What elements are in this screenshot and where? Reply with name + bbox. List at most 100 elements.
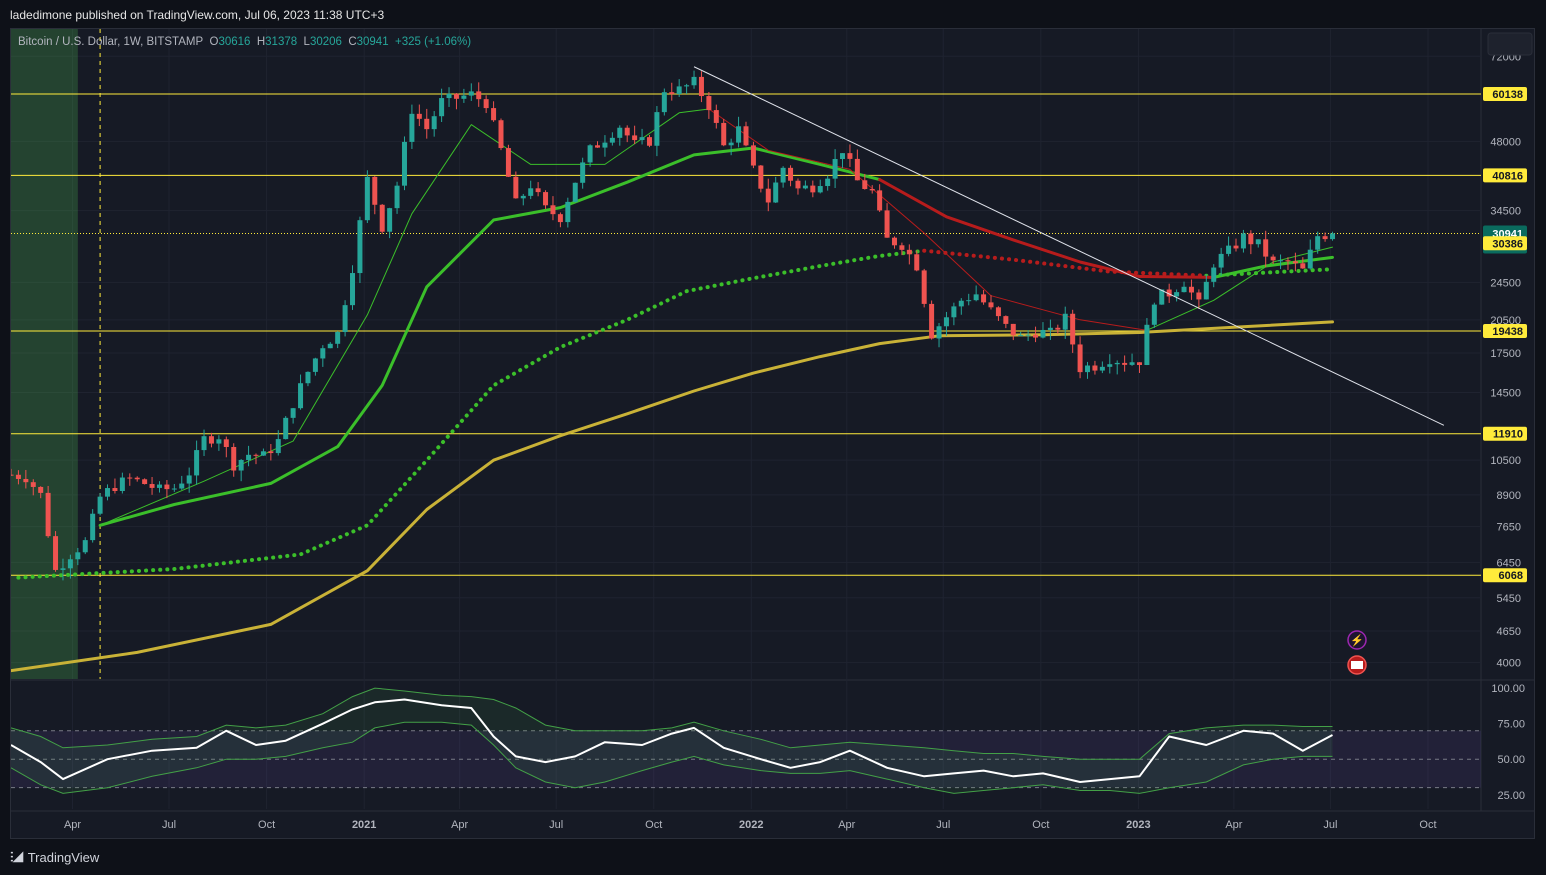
candle-up	[60, 568, 66, 570]
price-axis-label: 14500	[1490, 387, 1521, 399]
candle-up	[528, 188, 534, 196]
candle-up	[1307, 249, 1313, 269]
candle-down	[550, 205, 556, 215]
candle-up	[1255, 239, 1261, 245]
candle-down	[112, 488, 118, 492]
candle-up	[82, 540, 88, 553]
candle-up	[1085, 365, 1091, 373]
rsi-axis-label: 75.00	[1497, 719, 1525, 731]
price-axis-label: 6450	[1497, 557, 1521, 569]
candle-up	[1278, 260, 1284, 262]
time-axis-label: Apr	[838, 819, 855, 831]
level-tag-bg	[1483, 168, 1527, 183]
candle-down	[424, 118, 430, 130]
lightning-icon	[1347, 630, 1367, 650]
time-axis-label: Oct	[258, 819, 275, 831]
candle-up	[1040, 329, 1046, 338]
time-axis-label: Jul	[549, 819, 563, 831]
candle-down	[899, 245, 905, 250]
candle-up	[446, 93, 452, 99]
tradingview-logo-icon: ⫶◢	[10, 849, 24, 865]
candle-up	[275, 439, 281, 454]
candle-down	[595, 145, 601, 148]
candle-down	[476, 91, 482, 100]
candle-down	[149, 484, 155, 488]
price-axis-label: 17500	[1490, 348, 1521, 360]
candle-down	[513, 176, 519, 199]
candle-up	[186, 475, 192, 484]
symbol-legend: Bitcoin / U.S. Dollar, 1W, BITSTAMP O306…	[18, 36, 471, 48]
candle-up	[119, 477, 125, 492]
high-value: 31378	[265, 36, 298, 48]
candle-up	[728, 142, 734, 146]
level-tag: 40816	[1492, 170, 1523, 182]
candle-down	[223, 439, 229, 447]
candle-down	[1248, 233, 1254, 245]
candle-up	[439, 98, 445, 117]
candle-up	[194, 450, 200, 476]
candle-down	[45, 492, 51, 537]
level-tag-bg	[1483, 426, 1527, 441]
candle-down	[15, 474, 21, 479]
candle-down	[379, 204, 385, 232]
candle-up	[1099, 366, 1105, 371]
candle-up	[1218, 253, 1224, 268]
symbol-name: Bitcoin / U.S. Dollar, 1W, BITSTAMP	[18, 36, 204, 48]
ma-value-tag: 30386	[1492, 238, 1523, 250]
candle-down	[877, 190, 883, 211]
tradingview-logo[interactable]: ⫶◢ TradingView	[10, 849, 99, 866]
candle-up	[802, 185, 808, 189]
candle-down	[854, 158, 860, 181]
candle-up	[773, 182, 779, 203]
candle-up	[587, 145, 593, 163]
time-axis-label: Apr	[1225, 819, 1242, 831]
chart-frame[interactable]: Bitcoin / U.S. Dollar, 1W, BITSTAMP O306…	[10, 28, 1535, 839]
candle-down	[557, 214, 563, 223]
time-axis-label: 2021	[352, 819, 376, 831]
rsi-axis-label: 50.00	[1497, 754, 1525, 766]
candle-up	[958, 300, 964, 307]
candle-up	[350, 273, 356, 306]
candle-down	[1003, 316, 1009, 324]
candle-down	[914, 254, 920, 271]
price-axis-label: 10500	[1490, 455, 1521, 467]
candle-down	[253, 454, 259, 456]
candle-up	[90, 513, 96, 541]
candle-up	[156, 484, 162, 488]
price-axis-label: 4000	[1497, 658, 1521, 670]
candle-down	[23, 478, 29, 483]
candle-down	[706, 96, 712, 111]
candle-down	[713, 110, 719, 123]
candle-down	[142, 479, 148, 485]
candle-down	[1322, 236, 1328, 240]
candle-up	[260, 451, 266, 456]
candle-down	[988, 302, 994, 308]
candle-down	[1077, 344, 1083, 373]
time-axis-label: Jul	[1323, 819, 1337, 831]
candle-down	[208, 436, 214, 444]
chart-canvas[interactable]: 7200048000345002450020500175001450010500…	[11, 29, 1535, 839]
price-axis-settings-button[interactable]	[1487, 32, 1533, 56]
candle-up	[409, 113, 415, 142]
rsi-axis-label: 25.00	[1497, 790, 1525, 802]
candle-up	[617, 127, 623, 138]
level-tag-bg	[1483, 568, 1527, 583]
time-axis-label: Apr	[64, 819, 81, 831]
candle-up	[75, 552, 81, 560]
candle-down	[750, 145, 756, 166]
candle-up	[1203, 281, 1209, 300]
candle-down	[416, 113, 422, 119]
level-tag-bg	[1483, 323, 1527, 338]
candle-up	[305, 371, 311, 384]
candle-down	[795, 180, 801, 189]
candle-up	[951, 306, 957, 318]
lightning-icon-glyph: ⚡	[1350, 634, 1364, 647]
candle-up	[1062, 313, 1068, 330]
time-axis-label: Oct	[645, 819, 662, 831]
time-axis-label: Jul	[936, 819, 950, 831]
candle-up	[825, 178, 831, 187]
candle-up	[565, 201, 571, 223]
price-axis-label: 7650	[1497, 522, 1521, 534]
candle-up	[936, 326, 942, 339]
candle-up	[298, 383, 304, 409]
